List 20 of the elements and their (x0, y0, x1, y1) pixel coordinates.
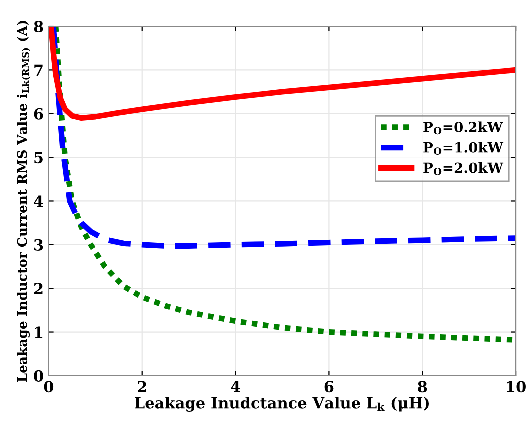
legend-label: P$_{O}$=0.2kW (424, 122, 504, 135)
x-axis-title: Leakage Inudctance Value L$_{k}$ (μH) (135, 396, 430, 412)
y-tick-label: 5 (34, 152, 43, 164)
y-tick-label: 0 (34, 370, 44, 382)
legend-label: P$_{O}$=1.0kW (424, 142, 504, 155)
x-tick-label: 6 (324, 381, 334, 393)
y-tick-label: 1 (35, 326, 43, 338)
y-tick-label: 4 (34, 196, 44, 208)
x-tick-label: 0 (44, 381, 54, 393)
y-tick-label: 2 (34, 283, 43, 294)
y-tick-label: 3 (34, 239, 44, 251)
y-tick-label: 7 (34, 64, 43, 76)
y-axis-title: Leakage Inductor Current RMS Value i$_{Lk(RMS)}$ (A) (17, 21, 31, 382)
x-tick-label: 4 (231, 381, 240, 392)
x-tick-label: 10 (507, 381, 526, 393)
y-tick-label: 8 (34, 20, 44, 33)
x-tick-label: 2 (138, 381, 146, 392)
y-tick-label: 6 (34, 108, 44, 120)
x-tick-label: 8 (418, 381, 428, 393)
legend-label: P$_{O}$=2.0kW (424, 162, 504, 176)
